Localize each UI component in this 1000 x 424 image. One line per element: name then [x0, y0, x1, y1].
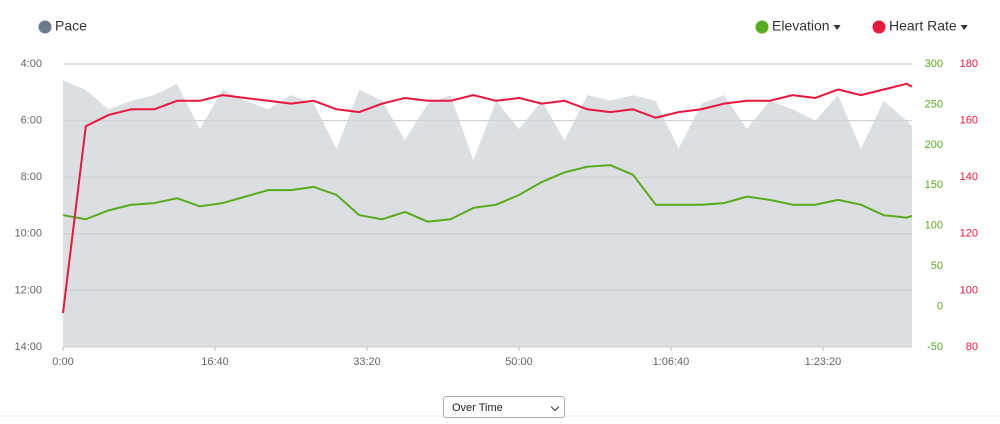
pace-area — [63, 80, 912, 348]
x-tick-label: 16:40 — [201, 356, 229, 368]
y-tick-label: 12:00 — [14, 284, 42, 296]
y3-tick-label: 120 — [960, 228, 978, 240]
y-tick-label: 10:00 — [14, 228, 42, 240]
legend-marker[interactable] — [872, 20, 886, 34]
legend-marker — [38, 20, 52, 34]
y-tick-label: 6:00 — [21, 115, 42, 127]
legend-label[interactable]: Elevation — [772, 18, 830, 34]
y3-tick-label: 180 — [960, 58, 978, 70]
y2-tick-label: 100 — [925, 220, 943, 232]
y2-tick-label: 150 — [925, 179, 943, 191]
series-line — [62, 164, 913, 223]
y2-tick-label: -50 — [927, 341, 943, 353]
x-tick-label: 50:00 — [505, 356, 533, 368]
y3-tick-label: 160 — [960, 115, 978, 127]
series-line — [62, 82, 913, 314]
y3-tick-label: 100 — [960, 284, 978, 296]
y2-tick-label: 300 — [925, 58, 943, 70]
x-tick-label: 1:06:40 — [653, 356, 690, 368]
y3-tick-label: 140 — [960, 171, 978, 183]
y2-tick-label: 50 — [931, 260, 943, 272]
legend-label[interactable]: Heart Rate — [889, 18, 957, 34]
x-tick-label: 33:20 — [353, 356, 381, 368]
x-tick-label: 1:23:20 — [805, 356, 842, 368]
dropdown-arrow[interactable] — [960, 25, 968, 30]
y-tick-label: 4:00 — [21, 58, 42, 70]
x-tick-label: 0:00 — [52, 356, 73, 368]
y2-tick-label: 250 — [925, 98, 943, 110]
y-tick-label: 14:00 — [14, 341, 42, 353]
view-select[interactable]: Over Time — [443, 396, 565, 418]
legend-marker[interactable] — [755, 20, 769, 34]
y2-tick-label: 0 — [937, 300, 943, 312]
y2-tick-label: 200 — [925, 139, 943, 151]
y3-tick-label: 80 — [966, 341, 978, 353]
y-tick-label: 8:00 — [21, 171, 42, 183]
dropdown-arrow[interactable] — [833, 25, 841, 30]
legend-label: Pace — [55, 18, 87, 34]
